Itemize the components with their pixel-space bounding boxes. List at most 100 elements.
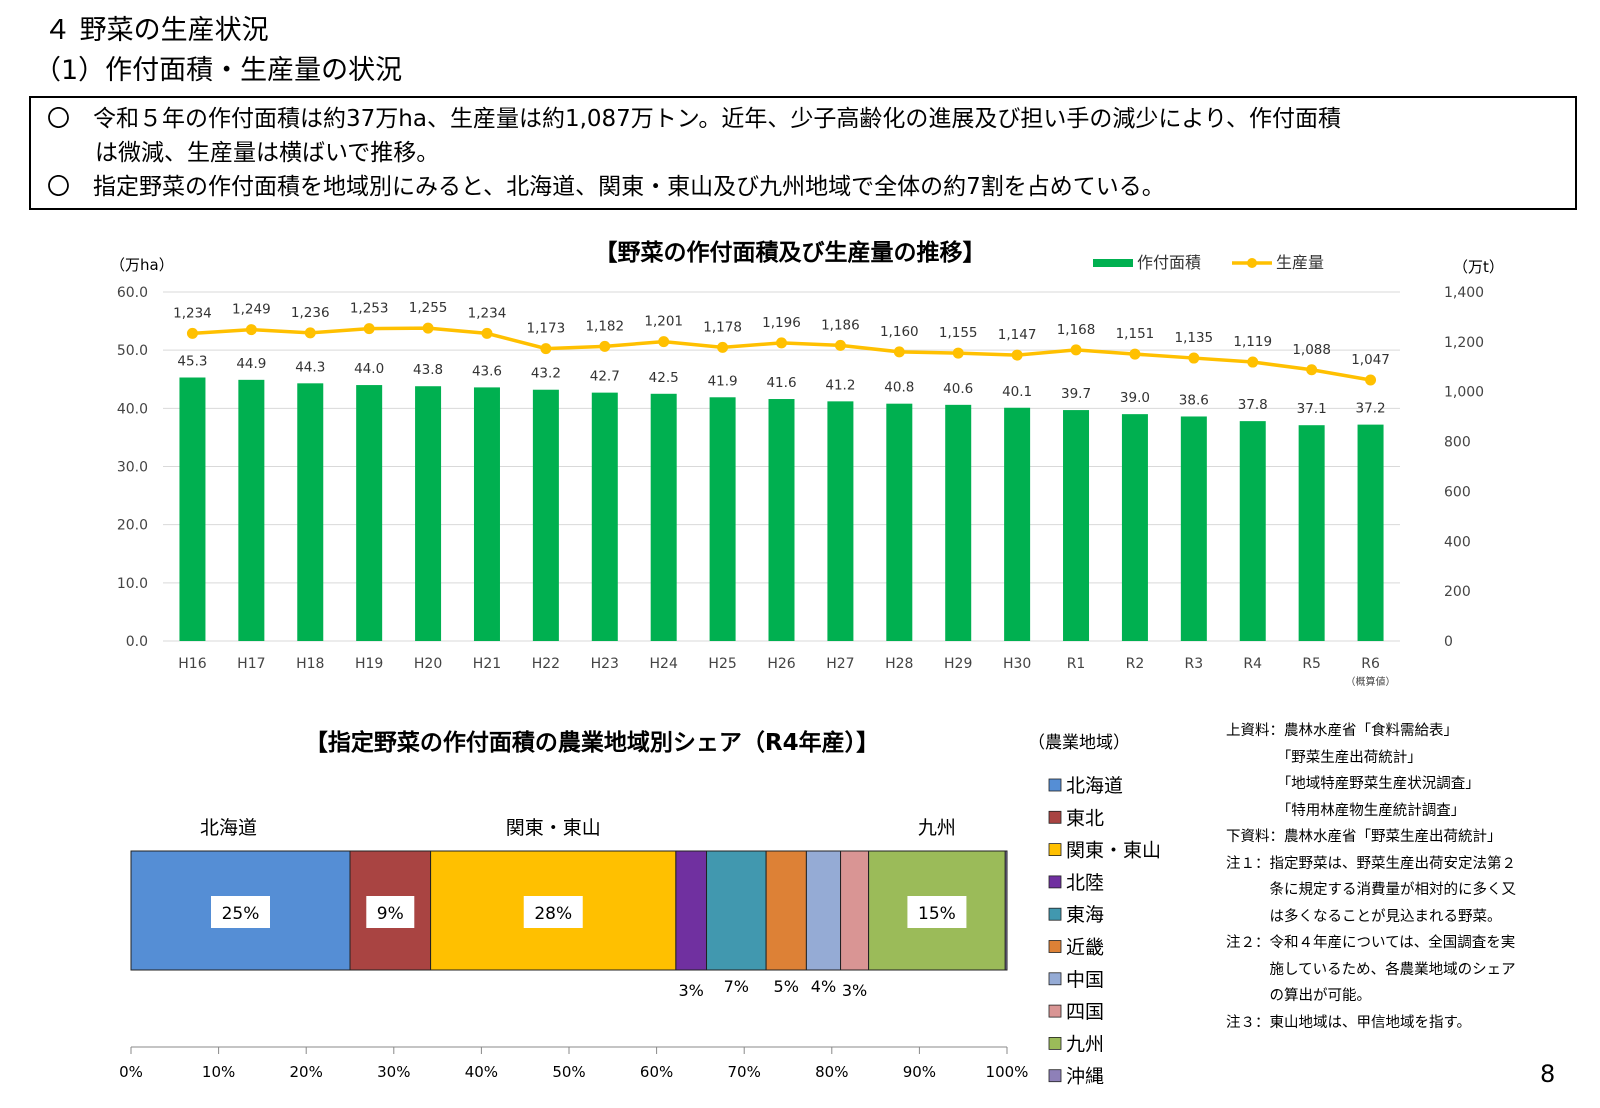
segment-label-box	[211, 896, 270, 928]
legend-swatch	[1048, 1037, 1062, 1050]
bar-data-label: 42.7	[590, 369, 620, 385]
line-point	[304, 327, 316, 339]
bar-data-label: 41.2	[825, 377, 855, 393]
chart-title: 【野菜の作付面積及び生産量の推移】	[595, 239, 986, 266]
bar-data-label: 43.6	[472, 363, 502, 379]
bar-segment	[840, 850, 870, 971]
bar-data-label: 41.9	[708, 373, 738, 389]
bar	[1063, 410, 1090, 641]
legend-label: 中国	[1066, 969, 1104, 991]
line-data-label: 1,173	[527, 321, 566, 337]
bar-data-label: 37.2	[1356, 401, 1386, 417]
x-tick-label: H27	[826, 656, 854, 672]
y-tick-label-left: 60.0	[117, 285, 148, 301]
bar	[886, 403, 913, 641]
x-tick-label: H23	[591, 656, 619, 672]
y-tick-label-left: 40.0	[117, 401, 148, 417]
line-point	[1247, 356, 1259, 368]
bar	[1298, 425, 1325, 641]
bar-data-label: 43.8	[413, 362, 443, 378]
segment-label-box	[366, 896, 415, 928]
x-tick-label: 10%	[202, 1063, 235, 1081]
line-point	[1070, 344, 1082, 356]
bar-segment	[805, 850, 842, 971]
line-data-label: 1,135	[1175, 330, 1214, 346]
x-tick-label: R5	[1302, 656, 1321, 672]
note-line: 「特用林産物生産統計調査」	[1226, 802, 1466, 819]
summary-box: 〇 令和５年の作付面積は約37万ha、生産量は約1,087万トン。近年、少子高齢…	[29, 96, 1577, 210]
x-tick-label: H26	[767, 656, 795, 672]
area-production-chart: 【野菜の作付面積及び生産量の推移】 （万ha） （万t） 0.0 10.0 20.0 30.…	[110, 239, 1504, 688]
y-tick-label-right: 1,000	[1444, 385, 1484, 401]
line-data-label: 1,151	[1116, 326, 1155, 342]
line-point	[599, 340, 611, 352]
line-point	[481, 327, 493, 339]
bar	[1180, 416, 1207, 641]
line-data-label: 1,160	[880, 324, 919, 340]
line-data-label: 1,119	[1233, 334, 1272, 350]
line-point	[1011, 349, 1023, 361]
note-line: 上資料：農林水産省「食料需給表」	[1226, 723, 1458, 739]
bar	[1357, 424, 1384, 641]
line-point	[1129, 348, 1141, 360]
x-tick-label: R6	[1361, 656, 1380, 672]
line-point	[834, 339, 846, 351]
x-tick-label: R1	[1067, 656, 1086, 672]
line-data-label: 1,255	[409, 300, 448, 316]
legend-label: 北陸	[1066, 872, 1104, 894]
legend-label: 九州	[1066, 1033, 1104, 1055]
legend-label: 近畿	[1066, 937, 1104, 959]
x-tick-label: H19	[355, 656, 383, 672]
bar	[179, 377, 206, 641]
y-tick-label-left: 20.0	[117, 518, 148, 534]
legend-line-marker	[1247, 258, 1257, 268]
segment-top-label: 九州	[918, 817, 956, 839]
bar	[473, 387, 500, 641]
x-tick-label: 100%	[986, 1063, 1029, 1081]
x-tick-label: 0%	[119, 1063, 143, 1081]
y-tick-label-right: 0	[1444, 634, 1453, 650]
y-tick-label-right: 200	[1444, 584, 1471, 600]
bar	[415, 386, 442, 641]
line-data-label: 1,088	[1292, 342, 1331, 358]
x-tick-label: 30%	[377, 1063, 410, 1081]
line-point	[776, 337, 787, 349]
legend-bar-swatch	[1093, 259, 1133, 267]
segment-label: 9%	[377, 904, 404, 924]
x-tick-label: R3	[1185, 656, 1204, 672]
y-tick-label-right: 1,400	[1444, 285, 1484, 301]
legend-swatch	[1048, 907, 1062, 921]
x-tick-label: 50%	[552, 1063, 585, 1081]
bar-data-label: 40.8	[884, 380, 914, 396]
legend-swatch	[1048, 1004, 1062, 1018]
segment-label: 28%	[534, 904, 572, 924]
segment-label: 5%	[774, 977, 799, 996]
bar-segment	[1004, 850, 1008, 971]
bar-data-label: 43.2	[531, 366, 561, 382]
line-point	[1306, 364, 1318, 376]
line-point	[186, 327, 198, 339]
legend-swatch	[1048, 1069, 1062, 1083]
legend-swatch	[1048, 940, 1062, 953]
summary-line-2: は微減、生産量は横ばいで推移。	[95, 140, 440, 166]
y-tick-label-left: 50.0	[117, 343, 148, 359]
segment-label: 3%	[842, 981, 867, 1000]
x-tick-label: H21	[473, 656, 501, 672]
x-tick-label: H20	[414, 656, 442, 672]
line-data-label: 1,178	[703, 319, 742, 335]
bar-data-label: 37.1	[1297, 401, 1327, 417]
chart-title: 【指定野菜の作付面積の農業地域別シェア（R4年産）】	[305, 729, 879, 756]
segment-label: 7%	[724, 977, 749, 996]
x-tick-label: H16	[178, 656, 206, 672]
x-tick-label: H25	[708, 656, 736, 672]
bar-segment	[675, 850, 708, 971]
bar-data-label: 44.0	[354, 361, 384, 377]
bar-data-label: 38.6	[1179, 392, 1209, 408]
source-notes: 上資料：農林水産省「食料需給表」 「野菜生産出荷統計」 「地域特産野菜生産状況調…	[1226, 718, 1516, 1036]
segment-label: 15%	[918, 904, 956, 924]
line-point	[245, 324, 257, 336]
line-data-label: 1,234	[468, 305, 507, 321]
x-tick-label: 70%	[728, 1063, 761, 1081]
line-point	[1188, 352, 1200, 364]
bar	[768, 399, 795, 641]
